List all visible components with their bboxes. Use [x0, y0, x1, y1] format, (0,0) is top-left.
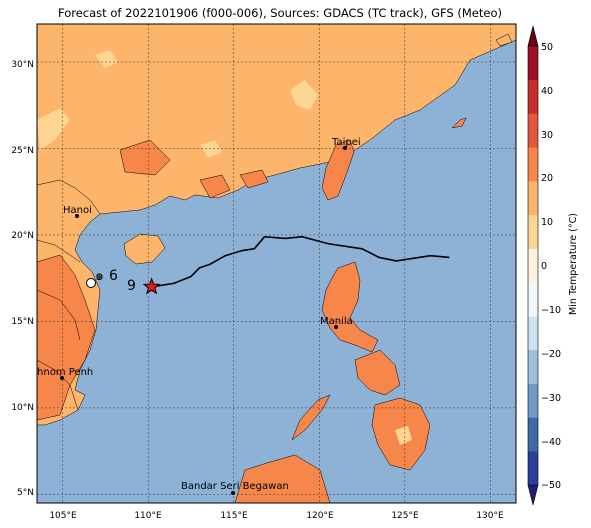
land-mild-patch [290, 80, 318, 110]
colorbar-tick-label: −20 [541, 349, 561, 360]
storm-position-star-icon [142, 277, 161, 295]
colorbar-frame [527, 45, 539, 486]
lon-tick-label: 130°E [476, 511, 504, 521]
colorbar-tick-label: 40 [541, 86, 553, 97]
city-label-phnom-penh: Phnom Penh [31, 367, 93, 378]
colorbar-tick-label: −50 [541, 480, 561, 491]
city-dot [334, 325, 338, 329]
colorbar-swatch [528, 451, 538, 486]
colorbar-swatch [528, 214, 538, 249]
city-dot [343, 146, 347, 150]
colorbar-tick-label: 50 [541, 42, 553, 53]
lat-tick-label: 20°N [11, 231, 34, 241]
land-island [451, 117, 467, 129]
lat-tick-label: 10°N [11, 403, 34, 413]
lat-tick-label: 15°N [11, 317, 34, 327]
colorbar-extend-bottom [527, 484, 539, 506]
land-mainland-asia [37, 24, 516, 426]
lon-tick-labels: 105°E 110°E 115°E 120°E 125°E 130°E [49, 511, 504, 521]
city-label-taipei: Taipei [331, 137, 361, 148]
storm-track-line [151, 235, 450, 288]
colorbar-tick-label: −10 [541, 305, 561, 316]
land-hot-patch [199, 174, 231, 199]
colorbar-swatch [528, 248, 538, 283]
colorbar-swatch [528, 147, 538, 182]
colorbar-swatch [528, 383, 538, 418]
map-area: ๑ 6 9 Taipei Hanoi Manila Phnom Penh Ban… [31, 24, 516, 503]
colorbar-tick-label: 20 [541, 173, 553, 184]
lon-tick-label: 115°E [220, 511, 248, 521]
colorbar-swatch [528, 282, 538, 317]
lat-tick-label: 30°N [11, 60, 34, 70]
colorbar-tick-label: 10 [541, 217, 553, 228]
colorbar-swatch [528, 349, 538, 384]
land-hot-patch [239, 169, 269, 189]
land-mild-patch [200, 140, 222, 158]
cyclone-symbol-icon: 6 [109, 268, 118, 284]
colorbar-swatch [528, 417, 538, 452]
city-dot [75, 214, 79, 218]
wind-symbols: ๑ 6 9 [86, 268, 136, 294]
colorbar-swatch [528, 79, 538, 114]
colorbar-swatch [528, 316, 538, 351]
colorbar-tick-label: −40 [541, 437, 561, 448]
lat-tick-label: 5°N [17, 488, 34, 498]
lon-tick-label: 120°E [306, 511, 334, 521]
past-position-marker [86, 278, 96, 288]
land-hainan [123, 233, 166, 265]
lat-tick-label: 25°N [11, 146, 34, 156]
colorbar-tick-label: −30 [541, 393, 561, 404]
colorbar-swatch [528, 181, 538, 216]
colorbar-tick-labels: 50 40 30 20 10 0 −10 −20 −30 −40 −50 [541, 42, 561, 491]
lon-tick-label: 105°E [49, 511, 77, 521]
land-mild-patch [395, 426, 412, 445]
map-title: Forecast of 2022101906 (f000-006), Sourc… [58, 6, 502, 20]
map-frame [36, 23, 517, 504]
lat-tick-labels: 30°N 25°N 20°N 15°N 10°N 5°N [11, 60, 34, 498]
colorbar-tick-label: 30 [541, 130, 553, 141]
land-mild-patch [37, 108, 70, 150]
land-palawan [291, 394, 331, 441]
city-label-manila: Manila [320, 316, 353, 327]
land-taiwan [321, 139, 355, 201]
colorbar [527, 25, 539, 506]
lon-tick-label: 110°E [134, 511, 162, 521]
land-island [495, 33, 513, 47]
city-markers: Taipei Hanoi Manila Phnom Penh Bandar Se… [31, 137, 361, 495]
city-label-bandar-seri-begawan: Bandar Seri Begawan [181, 481, 289, 492]
land-mild-patch [95, 50, 118, 68]
city-dot [60, 376, 64, 380]
land-visayas [354, 349, 401, 396]
colorbar-swatch [528, 46, 538, 81]
city-dot [231, 491, 235, 495]
land-luzon [321, 261, 379, 353]
colorbar-extend-top [527, 25, 539, 47]
land-borneo [234, 454, 331, 503]
cyclone-symbol-icon: 9 [127, 278, 136, 294]
colorbar-tick-label: 0 [541, 261, 547, 272]
colorbar-swatch [528, 113, 538, 148]
colorbar-label: Min Temperature (°C) [568, 213, 579, 315]
cyclone-symbol-icon: ๑ [95, 268, 104, 284]
lon-tick-label: 125°E [391, 511, 419, 521]
city-label-hanoi: Hanoi [63, 205, 92, 216]
